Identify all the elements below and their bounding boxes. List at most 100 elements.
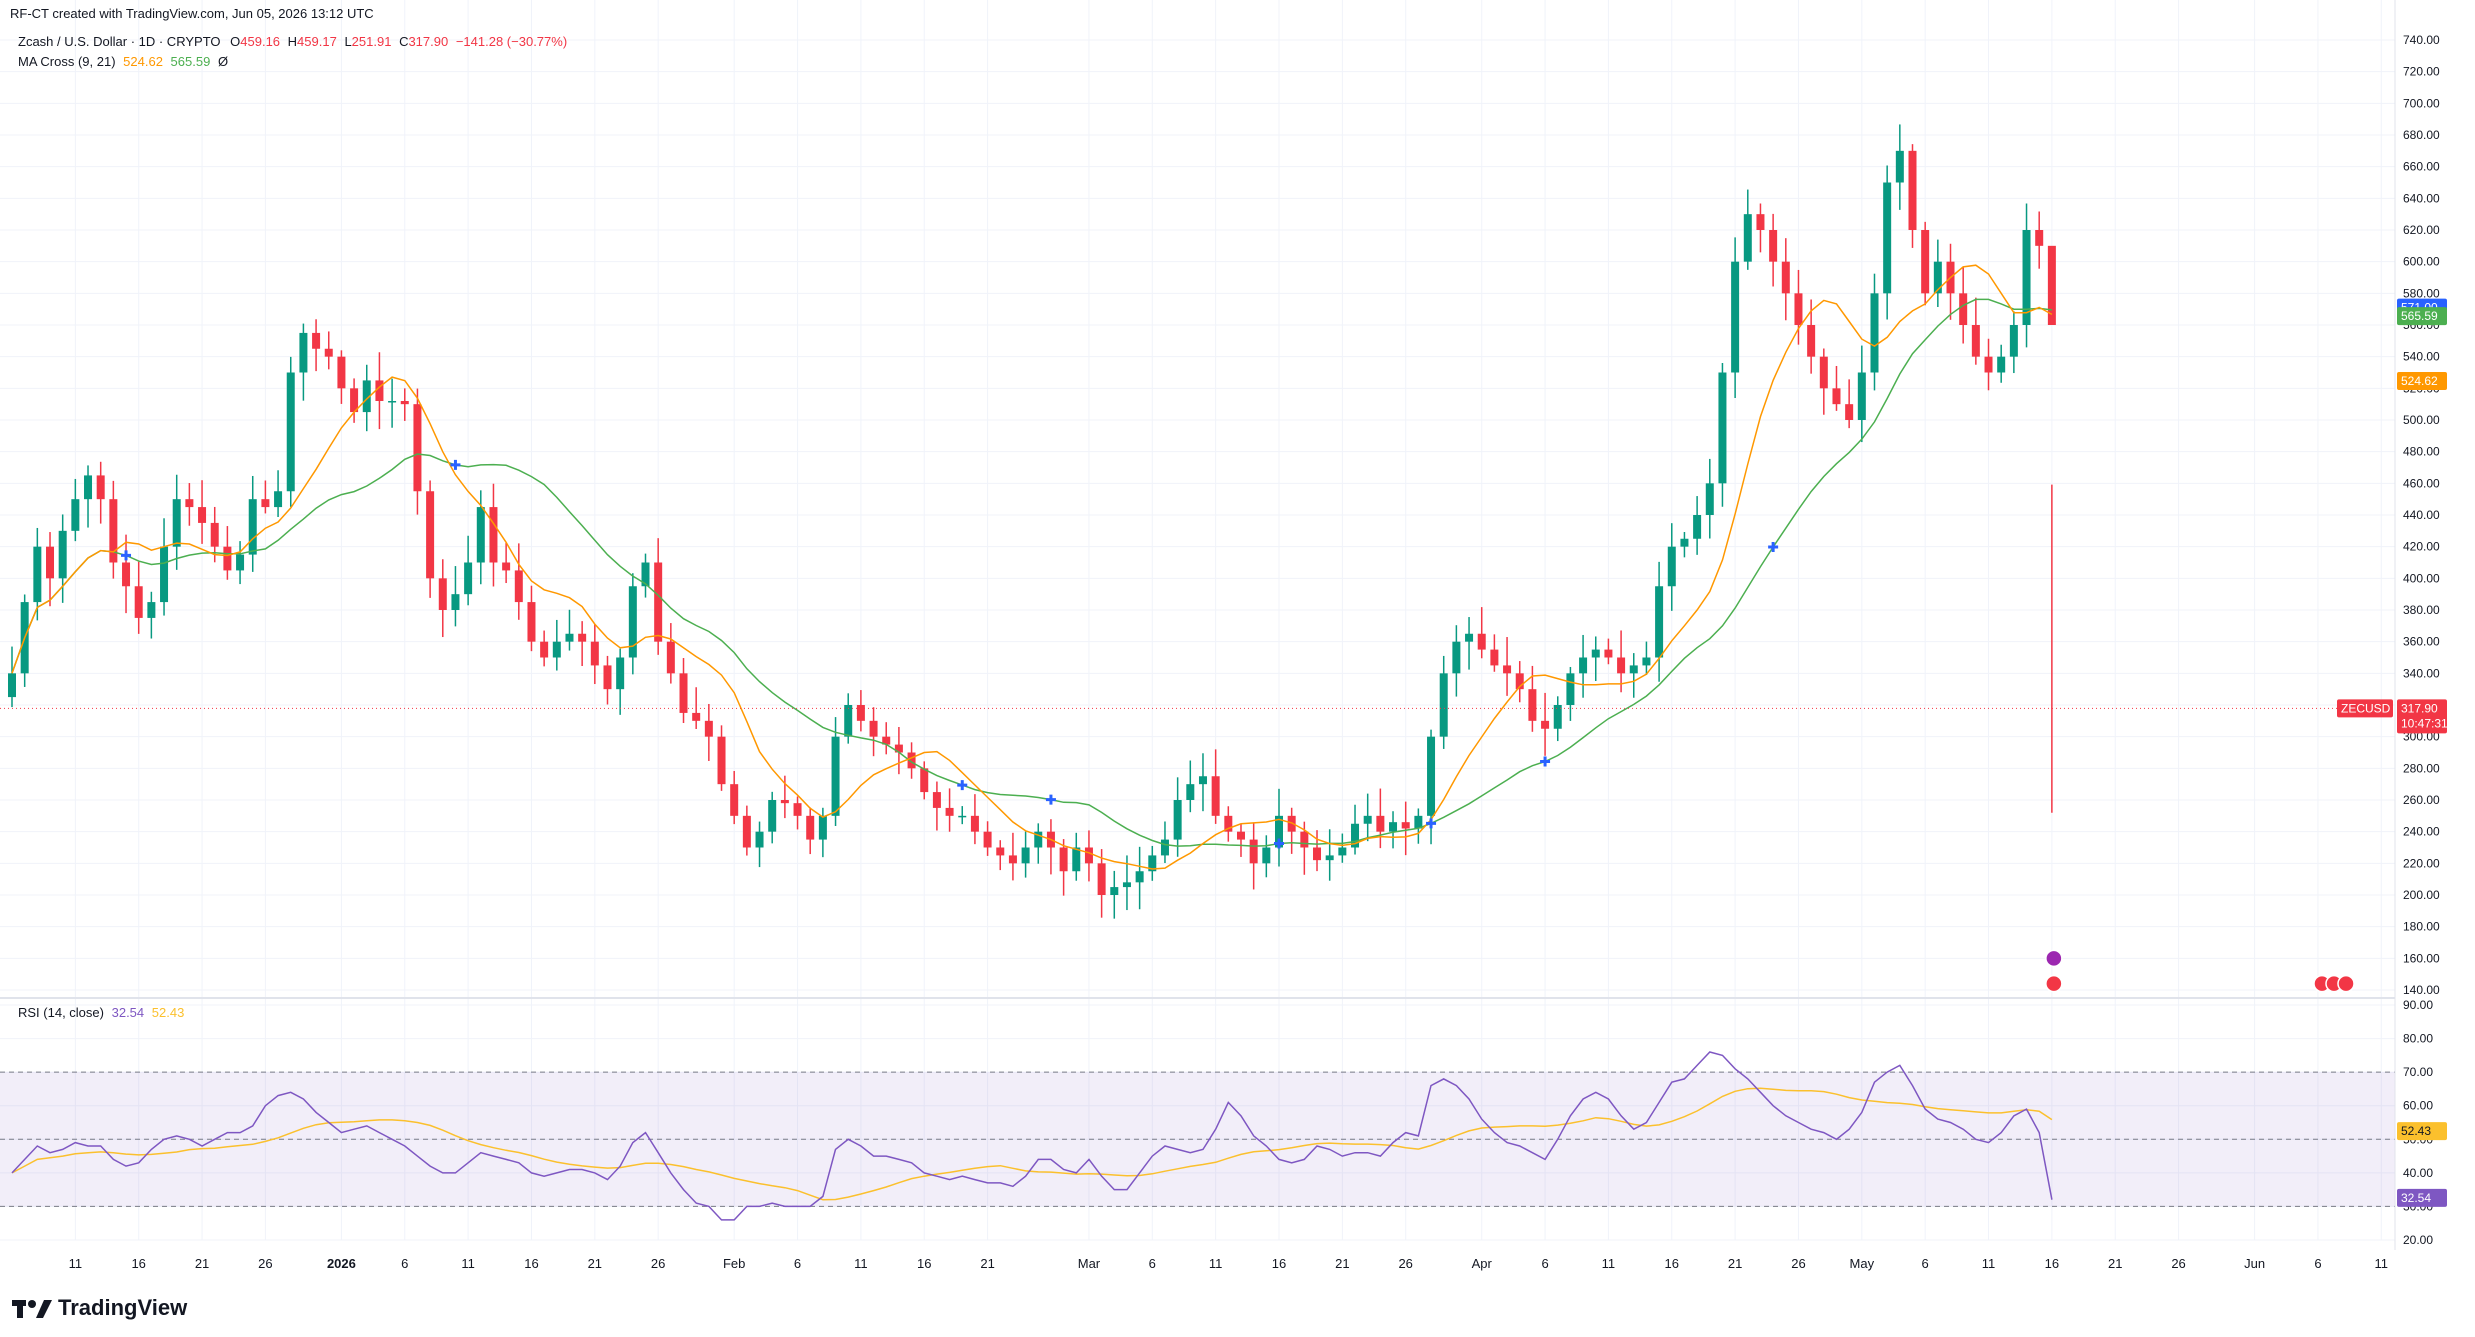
candle-body bbox=[476, 507, 485, 563]
candle-body bbox=[1959, 293, 1968, 325]
candle-body bbox=[299, 332, 308, 373]
ma-fast-line bbox=[11, 264, 2053, 870]
badge-last-price: 317.90 bbox=[2401, 701, 2438, 715]
candle-body bbox=[679, 673, 688, 713]
candle-body bbox=[1122, 882, 1131, 888]
candle-body bbox=[1160, 839, 1169, 856]
time-tick-label: 11 bbox=[1209, 1256, 1223, 1271]
open-label: O bbox=[230, 34, 241, 49]
candle-body bbox=[1439, 673, 1448, 737]
price-tick-label: 280.00 bbox=[2403, 761, 2440, 775]
candle-body bbox=[831, 736, 840, 816]
cross-marker bbox=[1768, 542, 1779, 553]
candle-body bbox=[641, 562, 650, 587]
time-tick-label: 16 bbox=[524, 1256, 538, 1271]
ma-label: MA Cross (9, 21) bbox=[18, 54, 116, 69]
candle-body bbox=[2009, 325, 2018, 357]
cross-markers bbox=[121, 460, 1779, 849]
rsi-ma-line bbox=[11, 1087, 2053, 1201]
cross-marker bbox=[1540, 756, 1551, 767]
price-tick-label: 160.00 bbox=[2403, 951, 2440, 965]
event-flag-icon bbox=[2045, 974, 2063, 993]
candle-body bbox=[1591, 649, 1600, 658]
candle-body bbox=[882, 736, 891, 745]
candle-body bbox=[1236, 831, 1245, 840]
badge-rsi-ma: 52.43 bbox=[2401, 1124, 2431, 1138]
time-tick-label: 21 bbox=[195, 1256, 209, 1271]
candle-body bbox=[236, 554, 245, 571]
time-tick-label: 26 bbox=[1791, 1256, 1805, 1271]
low-label: L bbox=[344, 34, 352, 49]
candle-body bbox=[603, 665, 612, 690]
candle-body bbox=[1262, 847, 1271, 864]
tradingview-logo[interactable]: TradingView bbox=[12, 1295, 187, 1321]
candle-body bbox=[692, 712, 701, 721]
time-tick-label: 6 bbox=[1922, 1256, 1929, 1271]
close-value: 317.90 bbox=[408, 34, 449, 49]
candle-body bbox=[1186, 784, 1195, 800]
candle-body bbox=[1515, 673, 1524, 690]
candle-body bbox=[654, 562, 663, 642]
time-tick-label: 26 bbox=[651, 1256, 665, 1271]
candle-body bbox=[1084, 847, 1093, 864]
rsi-legend[interactable]: RSI (14, close) 32.54 52.43 bbox=[18, 1005, 184, 1020]
candle-body bbox=[1224, 815, 1233, 832]
rsi-ma-value: 52.43 bbox=[151, 1005, 185, 1020]
candle-body bbox=[1705, 483, 1714, 515]
candle-body bbox=[578, 633, 587, 642]
candle-body bbox=[8, 673, 16, 698]
candle-body bbox=[312, 332, 321, 349]
time-tick-label: 21 bbox=[980, 1256, 994, 1271]
candle-body bbox=[2022, 230, 2031, 325]
badge-ticker: ZECUSD bbox=[2341, 701, 2391, 715]
candle-body bbox=[1617, 657, 1626, 674]
candle-body bbox=[1528, 689, 1537, 721]
axes: 140.00 160.00 180.00 200.00 220.00 240.00 260.… bbox=[0, 0, 2440, 1271]
candle-body bbox=[426, 491, 435, 579]
badge-rsi-ma-bg bbox=[2397, 1122, 2447, 1141]
candle-body bbox=[1389, 822, 1398, 832]
candle-body bbox=[261, 499, 270, 508]
rsi-tick-label: 70.00 bbox=[2403, 1065, 2433, 1079]
candle-body bbox=[1275, 815, 1283, 848]
price-tick-label: 460.00 bbox=[2403, 476, 2440, 490]
ma-legend[interactable]: MA Cross (9, 21) 524.62 565.59 Ø bbox=[18, 54, 228, 69]
candle-body bbox=[1097, 863, 1106, 895]
candle-body bbox=[552, 641, 561, 658]
candle-body bbox=[1566, 673, 1575, 705]
candle-body bbox=[172, 499, 181, 547]
symbol-legend[interactable]: Zcash / U.S. Dollar · 1D · CRYPTO O459.1… bbox=[18, 34, 567, 49]
candle-body bbox=[1832, 388, 1841, 405]
price-tick-label: 220.00 bbox=[2403, 856, 2440, 870]
candle-body bbox=[1338, 847, 1347, 856]
price-tick-label: 480.00 bbox=[2403, 445, 2440, 459]
rsi-label: RSI (14, close) bbox=[18, 1005, 104, 1020]
candle-body bbox=[1363, 815, 1372, 824]
time-tick-label: 2026 bbox=[327, 1256, 356, 1271]
cross-marker bbox=[1045, 794, 1056, 805]
candle-body bbox=[1313, 847, 1322, 861]
candle-body bbox=[375, 380, 384, 401]
candle-body bbox=[248, 499, 257, 555]
low-value: 251.91 bbox=[351, 34, 392, 49]
candle-body bbox=[1427, 736, 1436, 816]
candle-body bbox=[109, 499, 118, 563]
candle-body bbox=[1465, 633, 1474, 642]
rsi-tick-label: 80.00 bbox=[2403, 1032, 2433, 1046]
candle-body bbox=[793, 803, 802, 816]
candle-body bbox=[1477, 633, 1486, 650]
badge-rsi: 32.54 bbox=[2401, 1191, 2431, 1205]
time-tick-label: 21 bbox=[2108, 1256, 2122, 1271]
ma-slow-value: 565.59 bbox=[170, 54, 211, 69]
candle-body bbox=[945, 807, 954, 816]
cross-marker bbox=[957, 780, 968, 791]
price-tick-label: 360.00 bbox=[2403, 635, 2440, 649]
candle-body bbox=[590, 641, 599, 666]
candle-body bbox=[780, 800, 789, 804]
change-value: −141.28 (−30.77%) bbox=[455, 34, 568, 49]
price-tick-label: 640.00 bbox=[2403, 191, 2440, 205]
rsi-tick-label: 60.00 bbox=[2403, 1099, 2433, 1113]
candle-body bbox=[1541, 720, 1550, 729]
candle-body bbox=[210, 522, 219, 547]
